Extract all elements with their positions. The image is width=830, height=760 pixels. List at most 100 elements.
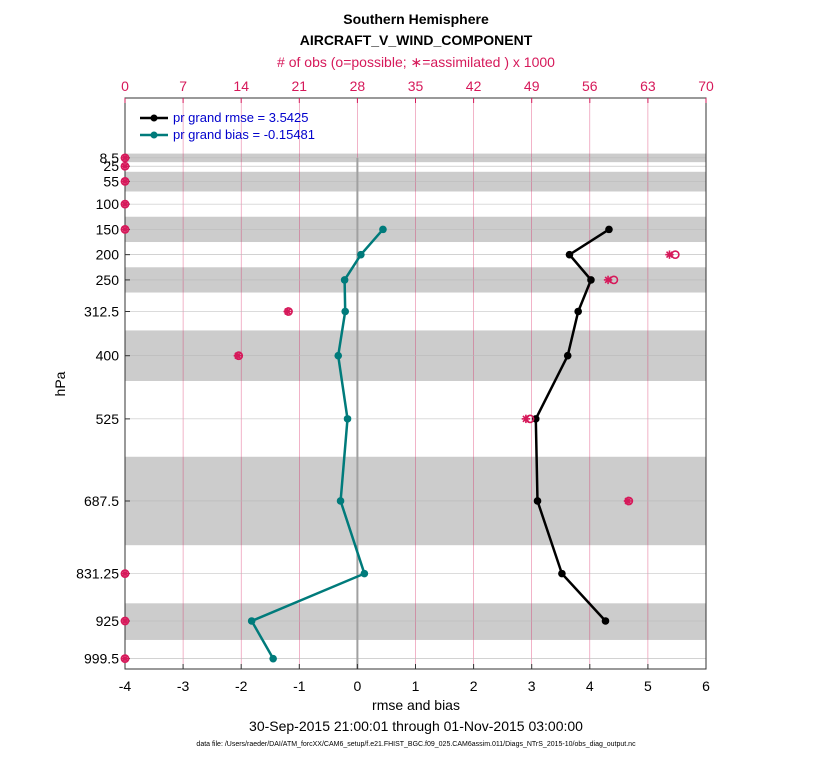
bottom-tick-label-2: -2 xyxy=(235,678,248,694)
series-1-point-2 xyxy=(340,276,349,284)
series-0-point-7 xyxy=(558,569,566,578)
top-axis-label: # of obs (o=possible; ∗=assimilated ) x … xyxy=(277,54,555,70)
top-tick-label-7: 49 xyxy=(524,78,540,94)
obs-star-stroke-0-3 xyxy=(121,154,129,162)
x-axis-label: rmse and bias xyxy=(372,697,460,713)
obs-star-stroke-12-3 xyxy=(121,617,129,625)
obs-star-stroke-13-3 xyxy=(121,655,129,663)
chart-title: Southern Hemisphere xyxy=(343,11,489,27)
top-tick-label-8: 56 xyxy=(582,78,598,94)
top-tick-label-1: 7 xyxy=(179,78,187,94)
obs-assimilated-5 xyxy=(665,250,674,259)
obs-star-stroke-1-3 xyxy=(121,162,129,170)
bottom-tick-label-1: -3 xyxy=(177,678,190,694)
bottom-tick-label-7: 3 xyxy=(528,678,536,694)
obs-assimilated-7 xyxy=(283,307,292,316)
y-tick-label-12: 925 xyxy=(96,613,120,629)
obs-star-stroke-7-3 xyxy=(284,307,292,315)
obs-count-markers xyxy=(120,153,680,664)
y-tick-label-11: 831.25 xyxy=(76,566,119,582)
y-tick-label-3: 100 xyxy=(96,196,120,212)
top-tick-label-9: 63 xyxy=(640,78,656,94)
bottom-tick-label-8: 4 xyxy=(586,678,594,694)
series-1-point-1 xyxy=(357,250,365,259)
obs-assimilated-6 xyxy=(603,275,613,285)
obs-assimilated-12 xyxy=(120,616,130,626)
y-tick-label-0: 8.5 xyxy=(100,150,120,166)
top-tick-label-3: 21 xyxy=(292,78,308,94)
chart-subtitle: AIRCRAFT_V_WIND_COMPONENT xyxy=(300,32,533,48)
obs-star-stroke-8-3 xyxy=(234,352,242,360)
obs-assimilated-11 xyxy=(120,569,130,578)
date-range: 30-Sep-2015 21:00:01 through 01-Nov-2015… xyxy=(249,718,583,734)
top-tick-label-5: 35 xyxy=(408,78,424,94)
legend-entry-rmse: pr grand rmse = 3.5425 xyxy=(173,110,309,125)
series-1-point-4 xyxy=(334,351,343,360)
obs-assimilated-8 xyxy=(233,351,243,360)
obs-star-stroke-6-3 xyxy=(604,276,612,284)
y-tick-label-5: 200 xyxy=(96,247,120,263)
obs-star-stroke-11-3 xyxy=(121,570,129,578)
top-tick-label-10: 70 xyxy=(698,78,714,94)
obs-assimilated-9 xyxy=(521,414,531,424)
series-1-point-9 xyxy=(269,654,277,663)
obs-star-stroke-9-3 xyxy=(522,415,530,423)
y-tick-label-13: 999.5 xyxy=(84,651,119,667)
series-0-point-0 xyxy=(605,225,613,234)
legend-marker-rmse xyxy=(150,114,158,122)
series-0-point-6 xyxy=(533,497,542,505)
series-0-point-2 xyxy=(587,276,595,284)
series-1-point-7 xyxy=(360,569,369,578)
bottom-tick-label-10: 6 xyxy=(702,678,710,694)
series-1-point-3 xyxy=(341,307,349,316)
y-tick-label-10: 687.5 xyxy=(84,493,119,509)
obs-assimilated-0 xyxy=(120,153,130,163)
legend: pr grand rmse = 3.5425 pr grand bias = -… xyxy=(140,110,315,142)
obs-star-stroke-2-3 xyxy=(121,177,129,185)
series-line-1 xyxy=(249,228,384,660)
y-tick-label-6: 250 xyxy=(96,272,120,288)
top-tick-label-2: 14 xyxy=(233,78,249,94)
top-x-ticks: 0 7 14 21 28 35 42 49 56 63 70 xyxy=(121,78,714,103)
bottom-tick-label-0: -4 xyxy=(119,678,132,694)
legend-marker-bias xyxy=(150,131,158,139)
top-tick-label-6: 42 xyxy=(466,78,482,94)
series-1-point-8 xyxy=(247,617,256,625)
series-0-point-4 xyxy=(563,351,572,360)
series-1-point-5 xyxy=(343,415,352,423)
series-0-point-1 xyxy=(565,250,574,259)
y-tick-label-7: 312.5 xyxy=(84,303,119,319)
y-tick-label-4: 150 xyxy=(96,221,120,237)
obs-assimilated-13 xyxy=(120,654,130,663)
obs-assimilated-10 xyxy=(623,496,633,506)
obs-assimilated-4 xyxy=(120,225,130,234)
bottom-tick-label-9: 5 xyxy=(644,678,652,694)
obs-assimilated-2 xyxy=(120,177,130,186)
y-tick-label-9: 525 xyxy=(96,411,120,427)
data-file-footnote: data file: /Users/raeder/DAI/ATM_forcXX/… xyxy=(196,741,636,748)
bottom-tick-label-4: 0 xyxy=(354,678,362,694)
obs-assimilated-1 xyxy=(120,162,130,171)
top-tick-label-0: 0 xyxy=(121,78,129,94)
obs-star-stroke-5-3 xyxy=(665,251,673,259)
y-tick-label-1: 25 xyxy=(103,158,119,174)
y-tick-label-2: 55 xyxy=(103,173,119,189)
top-tick-label-4: 28 xyxy=(350,78,366,94)
obs-assimilated-3 xyxy=(120,199,130,209)
series-1-point-0 xyxy=(379,225,387,234)
y-axis-label: hPa xyxy=(52,371,68,396)
legend-entry-bias: pr grand bias = -0.15481 xyxy=(173,127,315,142)
obs-star-stroke-10-3 xyxy=(624,497,632,505)
series-1-point-6 xyxy=(336,497,345,505)
bottom-tick-label-3: -1 xyxy=(293,678,306,694)
y-tick-label-8: 400 xyxy=(96,348,120,364)
obs-star-stroke-4-3 xyxy=(121,225,129,233)
bottom-x-ticks: -4 -3 -2 -1 0 1 2 3 4 5 6 xyxy=(119,664,710,694)
series-0-point-8 xyxy=(601,617,610,625)
bottom-tick-label-6: 2 xyxy=(470,678,478,694)
obs-star-stroke-3-3 xyxy=(121,200,129,208)
series-0-point-3 xyxy=(574,307,582,316)
bottom-tick-label-5: 1 xyxy=(412,678,420,694)
